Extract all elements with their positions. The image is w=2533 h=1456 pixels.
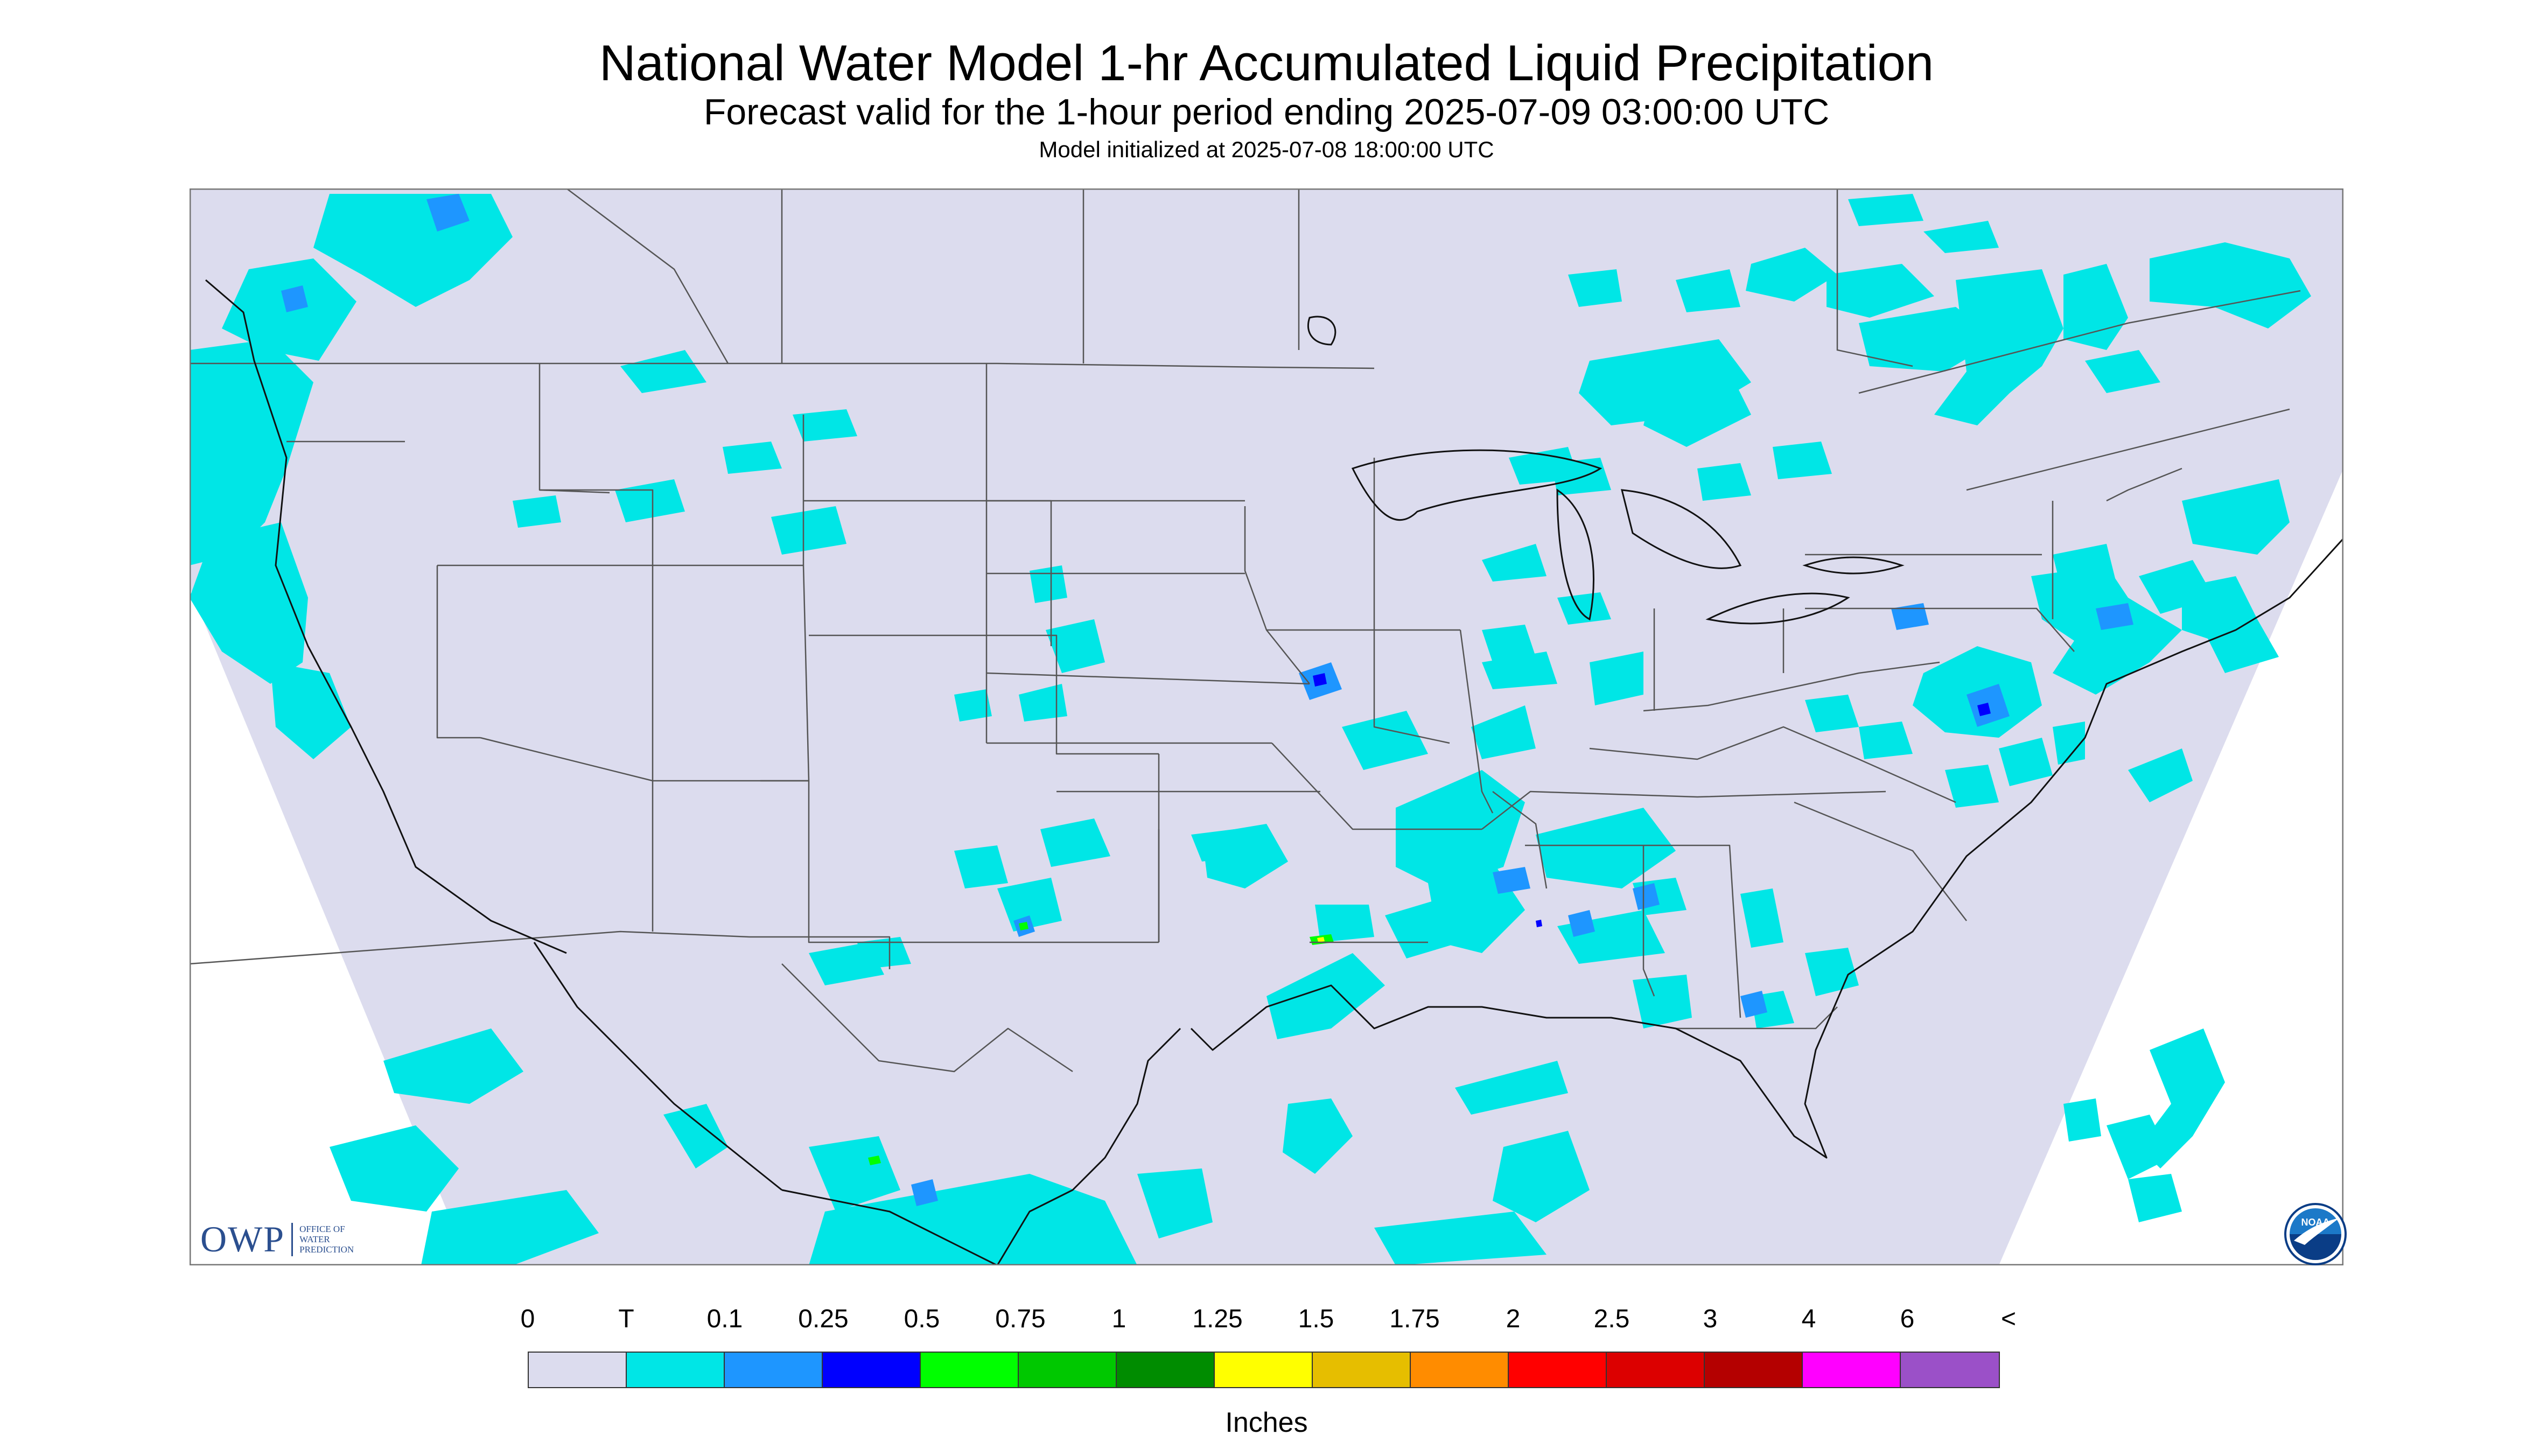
legend-label: 1.75 [1389, 1305, 1440, 1333]
precip-heavy [1313, 673, 1991, 927]
owp-logo-line: PREDICTION [299, 1244, 354, 1255]
noaa-logo-bird [2294, 1218, 2339, 1245]
legend-swatch [1019, 1353, 1117, 1387]
legend-label: 1.25 [1192, 1305, 1243, 1333]
noaa-logo-icon: NOAA [2284, 1203, 2347, 1265]
legend-swatch [1607, 1353, 1705, 1387]
legend-swatch [529, 1353, 627, 1387]
legend-label: 0.25 [798, 1305, 849, 1333]
legend-label: 0.5 [904, 1305, 940, 1333]
legend-swatch [1313, 1353, 1411, 1387]
legend-swatch [1705, 1353, 1803, 1387]
precipitation-map [190, 188, 2343, 1265]
legend-label: 2 [1506, 1305, 1521, 1333]
owp-logo: OWP OFFICE OF WATER PREDICTION [200, 1218, 354, 1261]
owp-logo-line: WATER [299, 1234, 330, 1244]
owp-logo-mark: OWP [200, 1219, 285, 1259]
domain-mask-left [190, 587, 470, 1265]
legend-units: Inches [1225, 1407, 1308, 1438]
noaa-logo-sky [2290, 1208, 2341, 1234]
owp-logo-divider [291, 1222, 293, 1256]
legend-label: 1.5 [1298, 1305, 1334, 1333]
legend-swatch [725, 1353, 823, 1387]
domain-mask-right [1999, 468, 2343, 1265]
legend-label: 6 [1900, 1305, 1915, 1333]
noaa-logo-text: NOAA [2301, 1217, 2330, 1228]
great-lakes [1307, 316, 1905, 625]
legend-swatch [921, 1353, 1019, 1387]
legend-swatch [1411, 1353, 1509, 1387]
owp-logo-text: OFFICE OF WATER PREDICTION [299, 1224, 354, 1255]
canada-provinces [566, 188, 2301, 491]
legend-label: 4 [1801, 1305, 1816, 1333]
legend-swatch [1215, 1353, 1313, 1387]
legend-swatch [627, 1353, 725, 1387]
legend-label: T [618, 1305, 634, 1333]
legend-label: 2.5 [1593, 1305, 1630, 1333]
legend-label: 0.1 [706, 1305, 743, 1333]
precip-peak [1317, 937, 1325, 942]
map-title: National Water Model 1-hr Accumulated Li… [599, 34, 1934, 91]
precip-trace [190, 194, 2311, 1265]
legend-swatch [823, 1353, 921, 1387]
legend-labels: 0 T 0.1 0.25 0.5 0.75 1 1.25 1.5 1.75 2 … [0, 1303, 2533, 1341]
map-subtitle: Forecast valid for the 1-hour period end… [703, 92, 1830, 132]
coastlines [205, 279, 2343, 1265]
legend-swatch [1117, 1353, 1215, 1387]
legend-label: 3 [1703, 1305, 1718, 1333]
model-init-line: Model initialized at 2025-07-08 18:00:00… [1039, 137, 1494, 162]
state-borders [190, 362, 2182, 1073]
legend-label: 0.75 [995, 1305, 1046, 1333]
precip-moderate [281, 194, 2133, 1206]
legend-color-bar [528, 1352, 2000, 1388]
legend-label: 0 [520, 1305, 535, 1333]
legend-label: 1 [1111, 1305, 1126, 1333]
legend-label: < [2000, 1305, 2017, 1333]
legend-swatch [1901, 1353, 1999, 1387]
owp-logo-line: OFFICE OF [299, 1224, 345, 1234]
legend-swatch [1509, 1353, 1607, 1387]
legend-swatch [1803, 1353, 1901, 1387]
map-frame [190, 188, 2343, 1265]
